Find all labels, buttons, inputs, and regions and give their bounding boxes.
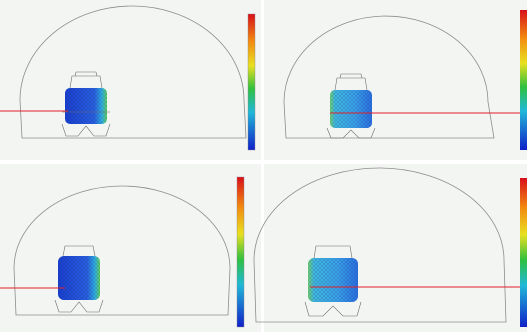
panel-background (264, 164, 527, 332)
page (0, 0, 527, 332)
colorbar (237, 177, 244, 327)
vehicle-mesh (58, 256, 100, 300)
figure (0, 0, 527, 332)
colorbar (520, 178, 527, 327)
vehicle-mesh (308, 258, 358, 302)
colorbar (248, 14, 255, 150)
panel-background (0, 164, 261, 332)
panel-background (264, 0, 527, 160)
vehicle-mesh (330, 90, 372, 128)
vehicle-mesh (65, 88, 107, 124)
panel-background (0, 0, 261, 160)
colorbar (520, 10, 527, 150)
